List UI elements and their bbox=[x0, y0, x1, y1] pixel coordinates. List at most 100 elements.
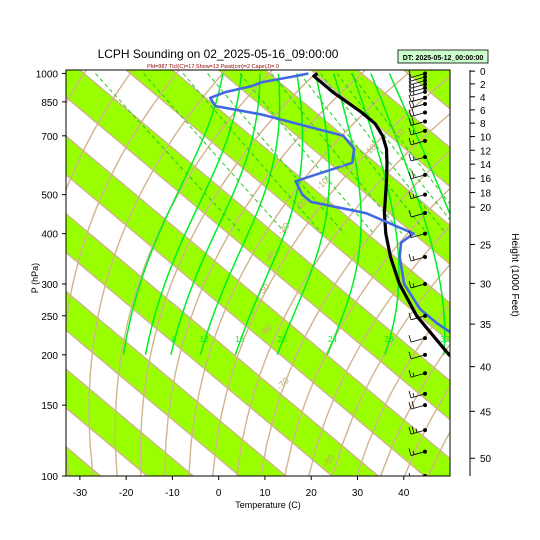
wind-barb-staff bbox=[410, 140, 426, 146]
wind-barb bbox=[408, 335, 427, 343]
wind-barb-dot bbox=[423, 86, 427, 91]
wind-barb-dot bbox=[423, 403, 427, 408]
wind-barb-dot bbox=[423, 231, 427, 236]
wind-barb-half bbox=[412, 193, 415, 198]
wind-barb-flag bbox=[408, 109, 412, 117]
y-tick-label: 150 bbox=[41, 401, 58, 412]
isotherm-label: -70 bbox=[275, 376, 291, 392]
dry-adiabat bbox=[453, 70, 540, 476]
wind-barb bbox=[408, 312, 427, 321]
dry-adiabat bbox=[114, 70, 273, 476]
height-axis: 0 2 4 6 8 10 12 14 16 18 20 25 30 35 40 45 50 bbox=[469, 67, 492, 476]
wind-barb-half bbox=[412, 90, 415, 96]
height-tick-label: 0 bbox=[480, 67, 486, 78]
wind-barb-flag bbox=[408, 448, 412, 456]
wind-barb-flag bbox=[408, 100, 412, 109]
wind-barb-dot bbox=[423, 101, 427, 106]
wind-barb-dot bbox=[423, 428, 427, 433]
moist-adiabat bbox=[144, 73, 243, 355]
x-tick-label: -30 bbox=[73, 488, 88, 499]
wind-barb bbox=[408, 401, 427, 410]
wind-barb-dot bbox=[423, 128, 427, 133]
wind-barb-flag bbox=[408, 127, 412, 136]
wind-barb-dot bbox=[423, 281, 427, 286]
isotherm-line bbox=[66, 251, 333, 476]
wind-barb-staff bbox=[410, 354, 426, 360]
wind-barb-dot bbox=[423, 391, 427, 396]
wind-barb bbox=[408, 99, 427, 109]
mixing-ratio-line bbox=[182, 73, 323, 234]
wind-barb-dot bbox=[423, 71, 427, 76]
wind-barb-staff bbox=[410, 73, 426, 78]
dry-adiabat bbox=[164, 70, 366, 476]
height-tick-label: 50 bbox=[480, 454, 492, 465]
dry-adiabat bbox=[188, 70, 413, 476]
wind-barb bbox=[408, 253, 427, 262]
wind-barbs bbox=[408, 70, 427, 476]
mixing-ratio-line bbox=[336, 73, 450, 221]
wind-barb-staff bbox=[410, 76, 426, 82]
wind-barb-flag bbox=[411, 99, 415, 108]
isotherm-line bbox=[125, 70, 450, 343]
plot-frame bbox=[65, 69, 451, 477]
wind-barb-flag bbox=[408, 84, 412, 93]
wind-barb-staff bbox=[410, 97, 426, 103]
dry-adiabat bbox=[88, 70, 227, 476]
wind-barb-flag bbox=[408, 370, 412, 378]
x-tick-label: 30 bbox=[352, 488, 364, 499]
wind-barb bbox=[408, 108, 427, 117]
wind-barb-flag bbox=[408, 171, 412, 179]
wind-barb-flag bbox=[408, 94, 412, 102]
height-tick-label: 14 bbox=[480, 160, 492, 171]
isotherm-line bbox=[0, 70, 8, 476]
wind-barb-flag bbox=[408, 472, 411, 476]
wind-barb-staff bbox=[410, 256, 426, 262]
moist-adiabat bbox=[122, 73, 224, 355]
wind-barb bbox=[408, 426, 427, 435]
moist-adiabat-label: 8 bbox=[172, 335, 177, 344]
x-axis: -30 -20 -10 0 10 20 30 40 bbox=[73, 476, 410, 499]
y-tick-label: 300 bbox=[41, 280, 58, 291]
wind-barb-dot bbox=[423, 74, 427, 79]
wind-barb bbox=[408, 70, 427, 78]
height-tick-label: 6 bbox=[480, 106, 486, 117]
moist-adiabat-label: 16 bbox=[235, 335, 244, 344]
height-tick-label: 12 bbox=[480, 146, 492, 157]
isotherm-line bbox=[66, 290, 287, 476]
wind-barb bbox=[408, 209, 427, 218]
wind-barb-half bbox=[412, 129, 415, 135]
wind-barb-dot bbox=[423, 110, 427, 115]
height-axis-label: Height (1000 Feet) bbox=[509, 233, 520, 316]
y-tick-label: 200 bbox=[41, 351, 58, 362]
wind-barb-staff bbox=[410, 194, 426, 200]
wind-barb-flag bbox=[408, 191, 412, 199]
moist-adiabat-label: 32 bbox=[440, 335, 449, 344]
mixing-ratio-line bbox=[350, 73, 450, 205]
wind-barb-half bbox=[412, 392, 415, 398]
wind-barb bbox=[408, 127, 427, 136]
wind-barb-flag bbox=[411, 401, 415, 409]
isotherm-band bbox=[0, 70, 8, 476]
dry-adiabat bbox=[284, 187, 450, 476]
wind-barb-flag bbox=[408, 427, 412, 435]
y-tick-label: 850 bbox=[41, 98, 58, 109]
isotherm-line bbox=[310, 70, 450, 188]
wind-barb-staff bbox=[410, 283, 426, 289]
moist-adiabat bbox=[199, 73, 281, 356]
wind-barb-staff bbox=[410, 393, 426, 399]
dry-adiabat bbox=[308, 225, 450, 476]
wind-barb bbox=[408, 94, 427, 103]
y-tick-label: 1000 bbox=[36, 69, 59, 80]
moist-adiabat bbox=[234, 73, 304, 356]
wind-barb-flag bbox=[408, 351, 412, 359]
isotherm-line bbox=[79, 70, 450, 382]
x-tick-label: 10 bbox=[259, 488, 271, 499]
wind-barb-half bbox=[412, 139, 415, 145]
wind-barb-half bbox=[412, 87, 415, 92]
isotherm-line bbox=[66, 329, 240, 476]
wind-barb-dot bbox=[423, 313, 427, 318]
height-tick-label: 10 bbox=[480, 133, 492, 144]
moist-adiabat bbox=[170, 73, 261, 355]
wind-barb-staff bbox=[410, 156, 426, 162]
